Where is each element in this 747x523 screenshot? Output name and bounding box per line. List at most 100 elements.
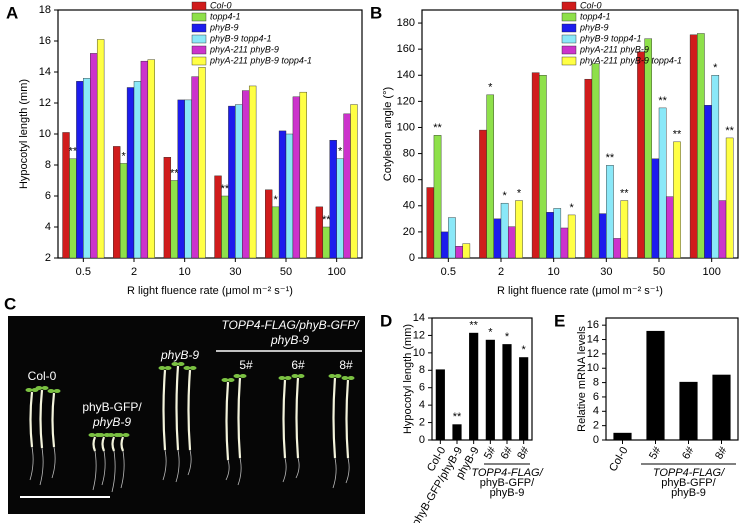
y-tick-label: 8 (419, 364, 425, 376)
panel-letter: D (380, 311, 392, 330)
bar (644, 38, 653, 259)
bar (140, 60, 149, 259)
y-axis-label: Hypocotyl length (mm) (18, 79, 30, 189)
root (345, 457, 350, 484)
photo-label: Col-0 (28, 369, 57, 383)
legend-label: topp4-1 (580, 11, 611, 21)
hypocotyl (111, 436, 116, 452)
cotyledon (221, 378, 229, 382)
x-tick-label: 0.5 (441, 266, 456, 278)
bar (462, 243, 471, 259)
significance: ** (221, 183, 230, 195)
bar (665, 196, 674, 259)
photo-panel: C Col-0 phyB-GFP/ phyB-9 phyB-9 TOPP4-FL… (4, 294, 365, 514)
cotyledon (328, 374, 336, 378)
significance: * (338, 146, 343, 158)
y-tick-label: 10 (413, 347, 425, 359)
x-tick-label: 0.5 (76, 266, 91, 278)
bar (329, 139, 337, 259)
bar (485, 339, 495, 440)
bar (479, 129, 487, 259)
y-tick-label: 8 (593, 376, 599, 388)
y-tick-label: 18 (39, 4, 51, 16)
photo (8, 316, 365, 514)
bar (507, 226, 516, 259)
significance: * (713, 62, 718, 74)
cotyledon (164, 366, 172, 370)
bar (697, 33, 705, 259)
x-tick-label: 100 (327, 266, 345, 278)
cotyledon (53, 389, 61, 393)
root (101, 450, 106, 486)
x-axis-label: R light fluence rate (μmol m⁻² s⁻¹) (127, 285, 293, 297)
significance: ** (469, 320, 478, 332)
bar (620, 200, 629, 259)
y-tick-label: 4 (593, 405, 599, 417)
significance: * (505, 331, 510, 343)
legend-swatch (561, 45, 577, 55)
root (51, 446, 56, 479)
bar (76, 81, 84, 259)
cotyledon (107, 433, 115, 437)
photo-label: phyB-GFP/ (82, 400, 142, 414)
root (175, 449, 180, 483)
y-tick-label: 160 (397, 43, 415, 55)
y-axis-label: Hypocotyl length (mm) (402, 324, 414, 434)
y-tick-label: 14 (413, 312, 425, 324)
y-tick-label: 80 (403, 147, 415, 159)
plot-frame (421, 9, 739, 259)
photo-label: phyB-9 (92, 415, 131, 429)
bar (651, 158, 660, 259)
x-tick-label: 8# (713, 444, 730, 461)
photo-label: TOPP4-FLAG/phyB-GFP/ (221, 318, 360, 332)
bar (228, 105, 236, 259)
bar (248, 85, 257, 259)
hypocotyl (237, 377, 242, 459)
x-axis-label: R light fluence rate (μmol m⁻² s⁻¹) (497, 285, 663, 297)
bar (584, 78, 593, 259)
bar (613, 432, 632, 440)
legend-swatch (561, 23, 577, 33)
root (111, 450, 116, 493)
y-tick-label: 12 (413, 329, 425, 341)
root (92, 450, 97, 491)
y-tick-label: 2 (45, 252, 51, 264)
bar (336, 158, 344, 259)
hypocotyl (51, 392, 56, 448)
bar (502, 344, 512, 440)
cotyledon (189, 366, 197, 370)
x-tick-label: 30 (229, 266, 241, 278)
y-axis-label: Cotyledon angle (°) (382, 87, 394, 181)
bar (292, 96, 301, 259)
y-tick-label: 2 (593, 420, 599, 432)
legend-label: phyB-9 topp4-1 (579, 33, 642, 43)
root (39, 447, 44, 486)
bar (515, 200, 523, 259)
plot-frame (605, 317, 739, 441)
root (187, 449, 192, 476)
photo-label: 8# (339, 358, 353, 372)
bar (350, 104, 358, 259)
root (29, 446, 34, 481)
x-tick-label: 6# (680, 444, 697, 461)
hypocotyl (187, 369, 192, 451)
bar (539, 75, 547, 259)
root (282, 457, 287, 483)
root (332, 457, 337, 489)
legend-swatch (191, 23, 207, 33)
bar (69, 158, 77, 259)
y-tick-label: 6 (45, 190, 51, 202)
hypocotyl (332, 377, 337, 459)
root (225, 459, 230, 481)
y-tick-label: 180 (397, 17, 415, 29)
bar (553, 208, 562, 259)
bar (126, 87, 135, 259)
x-tick-label: 100 (702, 266, 720, 278)
hypocotyl (295, 377, 300, 459)
panel-letter: A (6, 3, 18, 22)
y-tick-label: 60 (403, 174, 415, 186)
hypocotyl (39, 389, 44, 449)
bar (96, 39, 105, 259)
significance: * (488, 327, 493, 339)
y-tick-label: 40 (403, 200, 415, 212)
